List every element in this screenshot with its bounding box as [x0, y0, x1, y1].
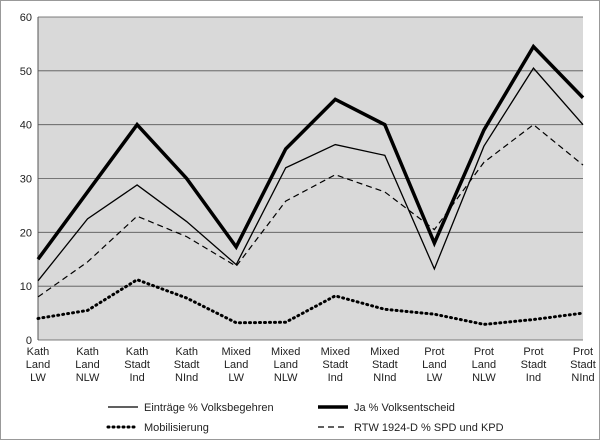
x-tick-label: Mixed Land NLW — [271, 346, 300, 384]
x-tick-label: Prot Land NLW — [472, 346, 497, 384]
x-tick-label: Kath Stadt Ind — [124, 346, 150, 384]
y-tick-label: 10 — [20, 281, 32, 293]
y-tick-label: 60 — [20, 12, 32, 24]
y-tick-label: 20 — [20, 227, 32, 239]
series-line — [37, 67, 584, 282]
y-tick-label: 0 — [26, 335, 32, 347]
legend-label: Mobilisierung — [144, 422, 209, 434]
x-tick-label: Prot Stadt NInd — [570, 346, 596, 384]
legend-box — [1, 392, 599, 439]
x-tick-label: Prot Stadt Ind — [521, 346, 547, 384]
series-line — [36, 43, 585, 261]
x-tick-label: Kath Stadt NInd — [174, 346, 200, 384]
x-tick-label: Mixed Stadt NInd — [370, 346, 399, 384]
legend-label: Ja % Volksentscheid — [354, 402, 455, 414]
y-tick-label: 30 — [20, 174, 32, 186]
legend-label: Einträge % Volksbegehren — [144, 402, 274, 414]
x-tick-label: Kath Land LW — [26, 346, 50, 384]
y-tick-label: 50 — [20, 66, 32, 78]
x-tick-label: Prot Land LW — [422, 346, 446, 384]
series-line — [36, 278, 585, 326]
y-tick-label: 40 — [20, 120, 32, 132]
x-tick-label: Mixed Stadt Ind — [321, 346, 350, 384]
x-tick-label: Mixed Land LW — [222, 346, 251, 384]
legend-label: RTW 1924-D % SPD und KPD — [354, 422, 504, 434]
x-tick-label: Kath Land NLW — [75, 346, 100, 384]
